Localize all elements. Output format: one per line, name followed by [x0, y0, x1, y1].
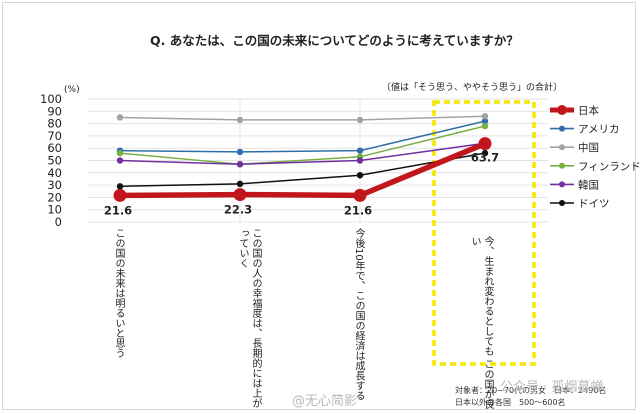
series-line-1	[119, 120, 486, 153]
legend-label-5: ドイツ	[578, 198, 610, 210]
chart-title: Q. あなたは、この国の未来についてどのように考えていますか？	[150, 33, 519, 48]
series-point-5	[116, 183, 124, 190]
series-line-5	[119, 152, 486, 188]
series-point-0	[478, 137, 492, 151]
legend-marker-1	[559, 125, 565, 132]
highlight-box	[432, 100, 536, 366]
legend-label-1: アメリカ	[578, 124, 619, 136]
y-tick-label: 100	[40, 92, 62, 106]
series-point-2	[236, 116, 244, 124]
y-tick-label: 0	[55, 215, 62, 229]
y-tick-label: 70	[47, 129, 62, 143]
data-label: 22.3	[224, 203, 252, 217]
series-point-4	[116, 157, 124, 164]
legend-label-4: 韓国	[578, 179, 599, 191]
series-point-0	[353, 188, 367, 202]
footer-line-1: 対象者：20~70代の男女 日本：2490名	[455, 386, 607, 395]
series-point-2	[116, 114, 124, 121]
series-point-2	[356, 116, 364, 124]
y-tick-label: 20	[47, 190, 62, 204]
series-point-2	[481, 113, 489, 120]
legend-label-3: フィンランド	[578, 161, 640, 173]
y-tick-label: 10	[47, 203, 62, 217]
watermark-right: 公众号 · 孤烟暮蝉	[500, 380, 604, 395]
series-point-4	[356, 157, 364, 164]
y-tick-label: 30	[47, 178, 62, 192]
data-label: 63.7	[471, 151, 499, 165]
series-point-5	[236, 180, 244, 188]
series-point-5	[356, 172, 364, 179]
data-label: 21.6	[104, 203, 132, 217]
legend-label-2: 中国	[578, 141, 599, 154]
category-label-3: 今後10年で、この国の経済は成長する	[353, 228, 364, 401]
y-tick-label: 40	[47, 166, 62, 180]
legend-label-0: 日本	[578, 104, 599, 117]
y-axis-unit: (%)	[64, 85, 80, 95]
chart-frame	[2, 2, 636, 410]
series-line-0	[117, 140, 488, 199]
series-point-5	[481, 149, 489, 157]
legend-marker-0	[557, 105, 567, 115]
legend-marker-4	[559, 181, 565, 188]
legend-marker-3	[559, 162, 565, 169]
series-point-4	[236, 160, 244, 168]
series-point-1	[481, 117, 489, 125]
series-line-3	[119, 125, 486, 165]
series-line-2	[119, 115, 486, 121]
legend-marker-2	[559, 144, 565, 151]
watermark-left: @无心简影	[292, 394, 358, 409]
series-line-4	[119, 142, 486, 165]
series-point-1	[356, 147, 364, 154]
series-point-0	[113, 188, 127, 202]
series-point-3	[481, 122, 489, 130]
series-point-1	[236, 148, 244, 156]
chart-note: 〔値は「そう思う、ややそう思う」の合計〕	[382, 83, 563, 93]
category-label-2: この国の人の幸福度は、長期的には上がっていく	[237, 228, 261, 408]
y-tick-label: 60	[47, 141, 62, 155]
series-point-3	[116, 149, 124, 157]
y-tick-label: 90	[47, 104, 62, 118]
category-label-1: この国の未来は明るいと思う	[113, 228, 124, 358]
y-tick-label: 80	[47, 117, 62, 131]
footer-line-2: 日本以外の各国 500～600名	[455, 398, 566, 407]
category-label-4: 今、生まれ変わるとしても この国が良い	[469, 236, 493, 410]
data-label: 21.6	[344, 203, 372, 217]
y-tick-label: 50	[47, 154, 62, 168]
series-point-0	[233, 188, 247, 202]
legend-marker-5	[559, 200, 565, 206]
